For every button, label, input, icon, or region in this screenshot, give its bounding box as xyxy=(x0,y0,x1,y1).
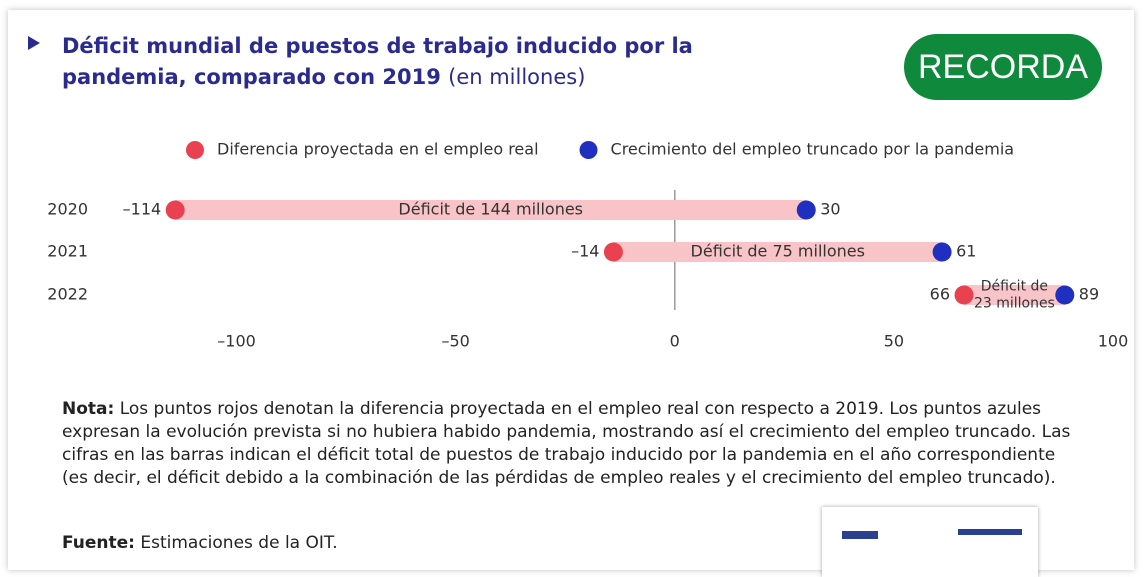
value-label-truncated: 61 xyxy=(956,242,976,261)
bar-label: Déficit de xyxy=(981,279,1048,295)
thumb-bar xyxy=(958,529,1022,535)
badge: RECORDA xyxy=(904,34,1102,100)
x-tick-label: 50 xyxy=(884,332,904,351)
legend-marker xyxy=(580,141,598,159)
thumb-logo xyxy=(842,531,878,539)
title-arrow xyxy=(28,36,40,50)
legend-marker xyxy=(186,141,204,159)
dot-real xyxy=(604,243,623,262)
value-label-real: –114 xyxy=(123,200,162,219)
chart-title: Déficit mundial de puestos de trabajo in… xyxy=(62,34,693,89)
value-label-truncated: 89 xyxy=(1079,285,1099,304)
x-tick-label: –100 xyxy=(217,332,256,351)
bar-label: Déficit de 75 millones xyxy=(691,242,865,261)
report-thumbnail xyxy=(822,507,1038,577)
value-label-truncated: 30 xyxy=(820,200,840,219)
bar-label: 23 millones xyxy=(974,296,1055,312)
dot-real xyxy=(166,201,185,220)
chart-title-block: Déficit mundial de puestos de trabajo in… xyxy=(62,31,822,93)
page: Diferencia proyectada en el empleo real C… xyxy=(0,0,1147,565)
dot-real xyxy=(955,286,974,305)
source: Fuente: Estimaciones de la OIT. xyxy=(62,533,338,553)
y-tick-label: 2021 xyxy=(47,242,88,261)
source-label: Fuente: xyxy=(62,533,135,553)
note: Nota: Los puntos rojos denotan la difere… xyxy=(62,398,1082,490)
source-text: Estimaciones de la OIT. xyxy=(140,533,337,553)
bar-label: Déficit de 144 millones xyxy=(398,200,583,219)
dot-truncated xyxy=(797,201,816,220)
legend-label: Crecimiento del empleo truncado por la p… xyxy=(611,140,1015,159)
note-text: Los puntos rojos denotan la diferencia p… xyxy=(62,399,1070,488)
value-label-real: –14 xyxy=(571,242,599,261)
chart-subtitle: (en millones) xyxy=(448,65,585,89)
note-label: Nota: xyxy=(62,399,114,419)
dot-truncated xyxy=(1055,286,1074,305)
value-label-real: 66 xyxy=(930,285,950,304)
x-tick-label: 100 xyxy=(1098,332,1129,351)
dot-truncated xyxy=(933,243,952,262)
y-tick-label: 2020 xyxy=(47,200,88,219)
x-tick-label: 0 xyxy=(670,332,680,351)
x-tick-label: –50 xyxy=(441,332,469,351)
y-tick-label: 2022 xyxy=(47,285,88,304)
legend-label: Diferencia proyectada en el empleo real xyxy=(217,140,539,159)
